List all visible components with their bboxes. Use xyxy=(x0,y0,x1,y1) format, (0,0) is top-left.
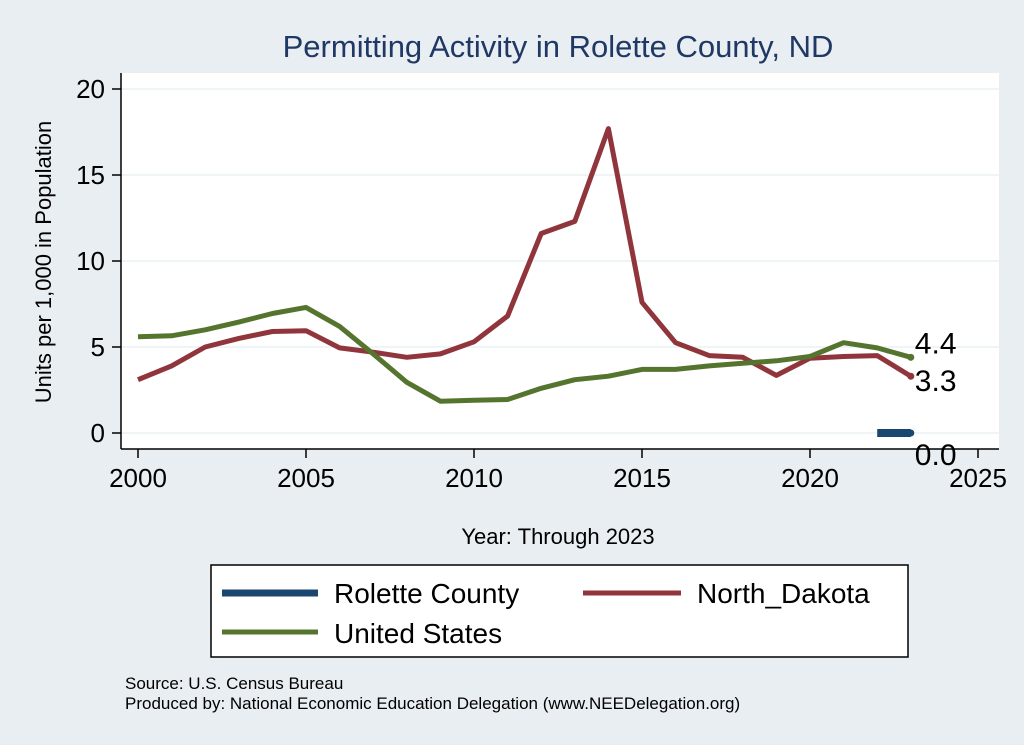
legend-label-united-states: United States xyxy=(334,618,502,649)
series-end-point-rolette-county xyxy=(907,429,915,437)
y-tick-label: 10 xyxy=(76,246,105,276)
x-tick-label: 2010 xyxy=(445,463,503,493)
series-end-point-north-dakota xyxy=(907,372,915,380)
end-label-rolette-county: 0.0 xyxy=(915,439,957,472)
series-end-point-united-states xyxy=(907,353,915,361)
x-tick-label: 2025 xyxy=(949,463,1007,493)
end-labels: 3.3 4.4 0.0 xyxy=(915,327,957,472)
source-note: Source: U.S. Census Bureau xyxy=(125,674,343,693)
y-tick-label: 15 xyxy=(76,160,105,190)
chart-title: Permitting Activity in Rolette County, N… xyxy=(283,29,834,64)
legend: Rolette County North_Dakota United State… xyxy=(210,564,909,658)
ticks: 0 5 10 15 20 2000 2005 2010 2015 2020 2025 xyxy=(76,74,1007,493)
y-tick-label: 20 xyxy=(76,74,105,104)
legend-label-north-dakota: North_Dakota xyxy=(697,578,870,609)
series-line-united-states xyxy=(137,304,912,404)
y-tick-label: 0 xyxy=(91,418,105,448)
series-lines xyxy=(137,126,915,437)
end-label-north-dakota: 3.3 xyxy=(915,365,957,398)
x-tick-label: 2005 xyxy=(277,463,335,493)
producer-note: Produced by: National Economic Education… xyxy=(125,694,740,713)
x-tick-label: 2000 xyxy=(109,463,167,493)
legend-box xyxy=(210,564,909,658)
x-tick-label: 2015 xyxy=(613,463,671,493)
series-line-north-dakota xyxy=(137,126,913,383)
y-tick-label: 5 xyxy=(91,332,105,362)
x-tick-label: 2020 xyxy=(781,463,839,493)
legend-label-rolette-county: Rolette County xyxy=(334,578,519,609)
x-axis-title: Year: Through 2023 xyxy=(461,524,654,549)
end-label-united-states: 4.4 xyxy=(915,327,957,360)
y-axis-title: Units per 1,000 in Population xyxy=(31,121,56,404)
grid-lines xyxy=(121,88,999,434)
